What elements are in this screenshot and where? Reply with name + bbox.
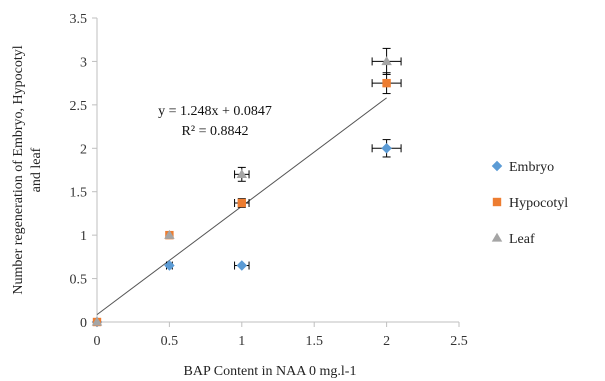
data-point-hypocotyl [382,78,391,88]
data-point-embryo [236,260,248,271]
x-tick-label: 1.5 [305,334,323,349]
x-tick-label: 1 [238,334,245,349]
y-tick-label: 3.5 [70,12,88,27]
legend-label-embryo: Embryo [509,160,554,175]
series-leaf [91,47,402,326]
trendline-equation: y = 1.248x + 0.0847 [158,104,272,119]
legend-label-leaf: Leaf [509,232,535,247]
x-tick-label: 0 [94,334,101,349]
x-axis-title: BAP Content in NAA 0 mg.l-1 [184,364,357,379]
legend-item-hypocotyl: Hypocotyl [492,196,568,211]
trendline-r-squared: R² = 0.8842 [182,124,249,139]
legend-item-leaf: Leaf [491,232,535,247]
x-tick-label: 2 [383,334,390,349]
y-tick-label: 1 [80,229,87,244]
y-tick-label: 2 [80,142,87,157]
data-point-leaf [91,316,103,326]
x-tick-label: 0.5 [161,334,179,349]
legend-marker-embryo [491,160,503,172]
y-axis-title: Number regeneration of Embryo, Hypocotyl… [11,45,44,294]
y-tick-label: 0 [80,316,87,331]
data-point-embryo [381,143,392,154]
data-point-leaf [164,229,175,239]
y-tick-label: 0.5 [70,273,88,288]
y-tick-label: 2.5 [70,99,88,114]
legend: Embryo Hypocotyl Leaf [491,160,568,247]
legend-item-embryo: Embryo [491,160,554,175]
data-point-leaf [236,169,248,179]
y-axis-title-line2: and leaf [29,147,44,192]
trendline-annotation: y = 1.248x + 0.0847 R² = 0.8842 [158,104,272,139]
data-marks [91,47,402,328]
x-tick-label: 2.5 [450,334,468,349]
data-point-hypocotyl [237,198,246,208]
data-point-embryo [164,260,175,271]
legend-marker-leaf [491,232,503,242]
legend-marker-hypocotyl [492,197,502,207]
y-axis-title-line1: Number regeneration of Embryo, Hypocotyl [11,45,26,294]
legend-label-hypocotyl: Hypocotyl [509,196,568,211]
y-tick-label: 3 [80,55,87,70]
tick-labels: 0 0.5 1 1.5 2 2.5 3 3.5 0 0.5 1 1.5 2 2.5 [70,12,468,349]
axes [96,18,459,323]
data-point-leaf [381,56,392,66]
series-embryo [91,139,402,328]
y-tick-label: 1.5 [70,186,88,201]
